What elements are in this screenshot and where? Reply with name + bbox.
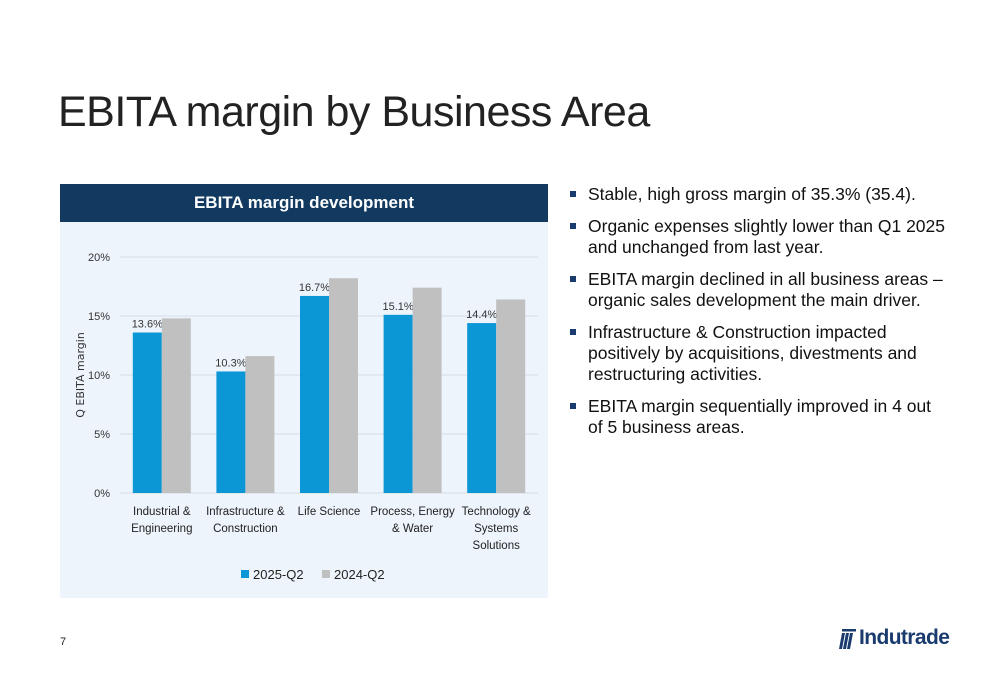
bullet-item: Organic expenses slightly lower than Q1 … — [570, 216, 950, 258]
x-tick-label: Systems — [474, 523, 518, 535]
logo-text: Indutrade — [859, 626, 950, 649]
bullet-text: Infrastructure & Construction impacted p… — [588, 322, 917, 384]
bar-2024-q2 — [412, 287, 442, 493]
bar-2025-q2 — [132, 332, 162, 493]
x-tick-label: Technology & — [462, 506, 531, 518]
bar-chart: 0% 5% 10% 15% 20% Q EBITA margin 13.6% Industri… — [74, 252, 538, 582]
data-label: 16.7% — [299, 282, 330, 294]
company-logo: Indutrade — [836, 626, 950, 650]
legend-swatch — [322, 570, 330, 578]
bullet-text: Stable, high gross margin of 35.3% (35.4… — [588, 184, 916, 204]
x-tick-label: Industrial & — [133, 506, 191, 518]
legend-swatch — [241, 570, 249, 578]
bullet-text: Organic expenses slightly lower than Q1 … — [588, 216, 946, 257]
bullet-text: EBITA margin declined in all business ar… — [588, 269, 943, 310]
legend-label: 2024-Q2 — [334, 567, 385, 582]
bullet-item: Infrastructure & Construction impacted p… — [570, 322, 950, 385]
bar-2025-q2 — [300, 295, 329, 493]
y-tick-label: 0% — [94, 488, 110, 500]
bullet-item: EBITA margin sequentially improved in 4 … — [570, 396, 950, 438]
x-tick-label: Construction — [213, 523, 278, 535]
chart-header: EBITA margin development — [60, 184, 548, 222]
bullet-square-icon — [570, 403, 576, 409]
bar-2024-q2 — [245, 356, 275, 493]
x-tick-label: Solutions — [473, 540, 521, 552]
y-axis-label: Q EBITA margin — [74, 332, 87, 418]
bullet-list: Stable, high gross margin of 35.3% (35.4… — [570, 184, 950, 449]
y-tick-label: 15% — [88, 311, 110, 323]
x-tick-label: & Water — [392, 523, 433, 535]
bullet-item: EBITA margin declined in all business ar… — [570, 269, 950, 311]
bullet-square-icon — [570, 329, 576, 335]
data-label: 14.4% — [466, 309, 497, 321]
bar-2025-q2 — [383, 314, 413, 493]
bar-2024-q2 — [496, 299, 526, 493]
data-label: 13.6% — [132, 319, 163, 331]
logo-mark-icon — [839, 629, 856, 649]
y-tick-label: 5% — [94, 429, 110, 441]
bullet-item: Stable, high gross margin of 35.3% (35.4… — [570, 184, 950, 205]
bar-2025-q2 — [216, 371, 246, 493]
bar-2025-q2 — [467, 323, 497, 493]
y-tick-label: 20% — [88, 252, 110, 264]
x-tick-label: Process, Energy — [370, 506, 455, 518]
slide-title: EBITA margin by Business Area — [58, 88, 650, 136]
bullet-text: EBITA margin sequentially improved in 4 … — [588, 396, 932, 437]
bullet-square-icon — [570, 191, 576, 197]
chart-panel: 0% 5% 10% 15% 20% Q EBITA margin 13.6% Industri… — [60, 184, 548, 598]
bar-2024-q2 — [161, 318, 191, 493]
bar-2024-q2 — [329, 278, 358, 493]
x-tick-label: Infrastructure & — [206, 506, 285, 518]
data-label: 10.3% — [215, 357, 246, 369]
legend-label: 2025-Q2 — [253, 567, 304, 582]
page-number: 7 — [60, 636, 67, 648]
bullet-square-icon — [570, 223, 576, 229]
bullet-square-icon — [570, 276, 576, 282]
data-label: 15.1% — [382, 301, 413, 313]
y-tick-label: 10% — [88, 370, 110, 382]
x-tick-label: Life Science — [298, 506, 361, 518]
x-tick-label: Engineering — [131, 523, 192, 535]
